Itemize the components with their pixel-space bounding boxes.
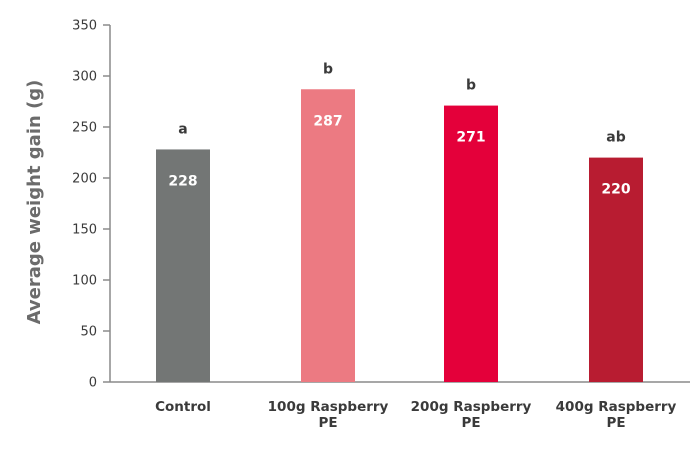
bar-value-label: 271: [456, 130, 485, 146]
x-tick-label: 200g Raspberry: [411, 399, 532, 415]
labels: 228 a 287 b 271 b 220 ab: [168, 61, 630, 197]
y-tick-label: 300: [72, 70, 97, 85]
x-tick-label: 100g Raspberry: [268, 399, 389, 415]
x-tick-label: PE: [606, 415, 625, 431]
y-tick-label: 50: [80, 325, 97, 340]
significance-letter: b: [466, 78, 476, 94]
x-tick-label: Control: [155, 399, 211, 415]
bar-value-label: 287: [313, 113, 342, 129]
bar-2: [444, 105, 498, 382]
y-tick-label: 350: [72, 19, 97, 34]
y-axis: 0 50 100 150 200 250 300 350: [72, 19, 111, 391]
bar-1: [301, 89, 355, 382]
y-tick-label: 100: [72, 274, 97, 289]
y-tick-label: 150: [72, 223, 97, 238]
significance-letter: b: [323, 61, 333, 77]
bar-3: [589, 157, 643, 382]
x-tick-label: PE: [461, 415, 480, 431]
bar-value-label: 228: [168, 173, 197, 189]
bars: [156, 89, 643, 382]
significance-letter: a: [178, 121, 187, 137]
y-tick-label: 250: [72, 121, 97, 136]
y-tick-label: 200: [72, 172, 97, 187]
bar-value-label: 220: [601, 182, 630, 198]
y-tick-label: 0: [89, 376, 97, 391]
x-tick-label: PE: [318, 415, 337, 431]
significance-letter: ab: [606, 130, 625, 146]
x-tick-label: 400g Raspberry: [556, 399, 677, 415]
bar-0: [156, 149, 210, 382]
y-axis-label: Average weight gain (g): [24, 80, 45, 325]
